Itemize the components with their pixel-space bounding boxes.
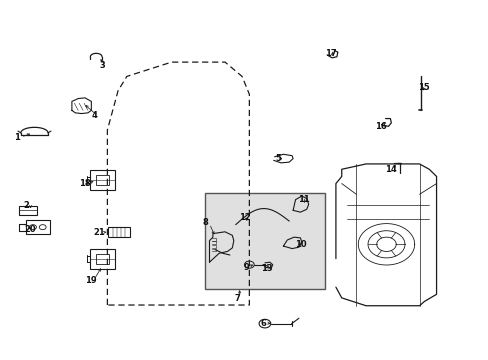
Text: 17: 17 <box>325 49 336 58</box>
Bar <box>108 227 129 237</box>
Bar <box>96 175 109 185</box>
Bar <box>96 253 109 264</box>
Text: 21: 21 <box>94 228 105 237</box>
Text: 11: 11 <box>297 195 309 204</box>
Text: 12: 12 <box>238 213 250 222</box>
Text: 7: 7 <box>234 294 240 303</box>
Bar <box>20 206 37 215</box>
Text: 4: 4 <box>92 111 98 120</box>
Text: 1: 1 <box>14 132 20 141</box>
Text: 16: 16 <box>374 122 386 131</box>
Bar <box>90 249 115 269</box>
Bar <box>204 193 325 289</box>
Text: 20: 20 <box>25 225 36 234</box>
Text: 3: 3 <box>100 61 105 70</box>
Bar <box>26 220 50 234</box>
Text: 9: 9 <box>243 263 249 272</box>
Text: 5: 5 <box>275 154 281 163</box>
Text: 6: 6 <box>260 319 265 328</box>
Text: 13: 13 <box>260 264 272 273</box>
Text: 2: 2 <box>24 201 30 210</box>
Text: 10: 10 <box>294 240 306 249</box>
Bar <box>90 170 115 190</box>
Text: 18: 18 <box>79 179 91 188</box>
Text: 15: 15 <box>418 83 429 92</box>
Text: 14: 14 <box>385 165 396 174</box>
Text: 8: 8 <box>203 219 208 228</box>
Text: 19: 19 <box>85 276 97 285</box>
